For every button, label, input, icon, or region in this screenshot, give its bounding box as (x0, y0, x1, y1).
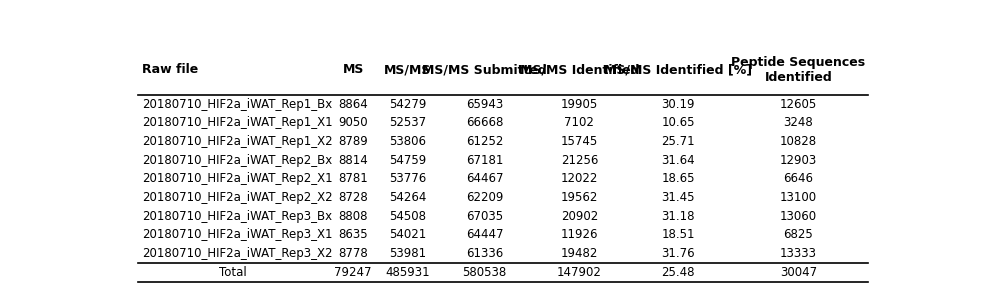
Text: 20180710_HIF2a_iWAT_Rep3_X2: 20180710_HIF2a_iWAT_Rep3_X2 (141, 247, 333, 260)
Text: 13333: 13333 (780, 247, 817, 260)
Text: 13060: 13060 (780, 210, 817, 223)
Text: 8808: 8808 (338, 210, 368, 223)
Text: 8864: 8864 (338, 98, 368, 111)
Text: 21256: 21256 (561, 154, 598, 167)
Text: 65943: 65943 (466, 98, 503, 111)
Text: MS/MS Submitted: MS/MS Submitted (422, 63, 546, 76)
Text: MS/MS: MS/MS (385, 63, 432, 76)
Text: 12605: 12605 (780, 98, 817, 111)
Text: 10.65: 10.65 (661, 116, 695, 129)
Text: 12022: 12022 (561, 172, 598, 185)
Text: 19482: 19482 (561, 247, 598, 260)
Text: 20180710_HIF2a_iWAT_Rep2_Bx: 20180710_HIF2a_iWAT_Rep2_Bx (141, 154, 332, 167)
Text: 8778: 8778 (338, 247, 368, 260)
Text: 25.48: 25.48 (661, 266, 695, 279)
Text: 54264: 54264 (389, 191, 427, 204)
Text: 9050: 9050 (338, 116, 368, 129)
Text: 31.18: 31.18 (661, 210, 695, 223)
Text: 53776: 53776 (389, 172, 427, 185)
Text: 8814: 8814 (338, 154, 368, 167)
Text: 31.45: 31.45 (661, 191, 695, 204)
Text: 64467: 64467 (466, 172, 503, 185)
Text: 66668: 66668 (466, 116, 503, 129)
Text: 19905: 19905 (561, 98, 598, 111)
Text: MS/MS Identified [%]: MS/MS Identified [%] (604, 63, 752, 76)
Text: 8728: 8728 (338, 191, 368, 204)
Text: 3248: 3248 (784, 116, 813, 129)
Text: 30047: 30047 (780, 266, 817, 279)
Text: 61252: 61252 (466, 135, 503, 148)
Text: 6825: 6825 (784, 229, 813, 242)
Text: 54759: 54759 (389, 154, 427, 167)
Text: 62209: 62209 (466, 191, 503, 204)
Text: 64447: 64447 (466, 229, 503, 242)
Text: 31.64: 31.64 (661, 154, 695, 167)
Text: 147902: 147902 (557, 266, 601, 279)
Text: 61336: 61336 (466, 247, 503, 260)
Text: 20180710_HIF2a_iWAT_Rep1_Bx: 20180710_HIF2a_iWAT_Rep1_Bx (141, 98, 332, 111)
Text: 8789: 8789 (338, 135, 368, 148)
Text: 52537: 52537 (389, 116, 427, 129)
Text: 54279: 54279 (389, 98, 427, 111)
Text: 20180710_HIF2a_iWAT_Rep2_X1: 20180710_HIF2a_iWAT_Rep2_X1 (141, 172, 333, 185)
Text: 53981: 53981 (389, 247, 427, 260)
Text: 10828: 10828 (780, 135, 817, 148)
Text: 20180710_HIF2a_iWAT_Rep1_X1: 20180710_HIF2a_iWAT_Rep1_X1 (141, 116, 333, 129)
Text: Raw file: Raw file (141, 63, 198, 76)
Text: 11926: 11926 (561, 229, 598, 242)
Text: 485931: 485931 (386, 266, 431, 279)
Text: 67181: 67181 (466, 154, 503, 167)
Text: 20180710_HIF2a_iWAT_Rep3_Bx: 20180710_HIF2a_iWAT_Rep3_Bx (141, 210, 332, 223)
Text: 6646: 6646 (784, 172, 813, 185)
Text: 20902: 20902 (561, 210, 598, 223)
Text: 54021: 54021 (389, 229, 427, 242)
Text: 79247: 79247 (335, 266, 372, 279)
Text: 53806: 53806 (389, 135, 427, 148)
Text: 18.65: 18.65 (661, 172, 695, 185)
Text: Total: Total (219, 266, 246, 279)
Text: 31.76: 31.76 (661, 247, 695, 260)
Text: 20180710_HIF2a_iWAT_Rep1_X2: 20180710_HIF2a_iWAT_Rep1_X2 (141, 135, 333, 148)
Text: 20180710_HIF2a_iWAT_Rep2_X2: 20180710_HIF2a_iWAT_Rep2_X2 (141, 191, 333, 204)
Text: MS/MS Identified: MS/MS Identified (520, 63, 640, 76)
Text: 25.71: 25.71 (661, 135, 695, 148)
Text: 20180710_HIF2a_iWAT_Rep3_X1: 20180710_HIF2a_iWAT_Rep3_X1 (141, 229, 333, 242)
Text: 54508: 54508 (389, 210, 427, 223)
Text: Peptide Sequences
Identified: Peptide Sequences Identified (731, 56, 865, 84)
Text: 15745: 15745 (561, 135, 598, 148)
Text: 13100: 13100 (780, 191, 817, 204)
Text: 8781: 8781 (338, 172, 368, 185)
Text: 30.19: 30.19 (661, 98, 695, 111)
Text: MS: MS (342, 63, 364, 76)
Text: 19562: 19562 (561, 191, 598, 204)
Text: 580538: 580538 (462, 266, 506, 279)
Text: 7102: 7102 (564, 116, 594, 129)
Text: 67035: 67035 (466, 210, 503, 223)
Text: 12903: 12903 (780, 154, 817, 167)
Text: 8635: 8635 (338, 229, 368, 242)
Text: 18.51: 18.51 (661, 229, 695, 242)
